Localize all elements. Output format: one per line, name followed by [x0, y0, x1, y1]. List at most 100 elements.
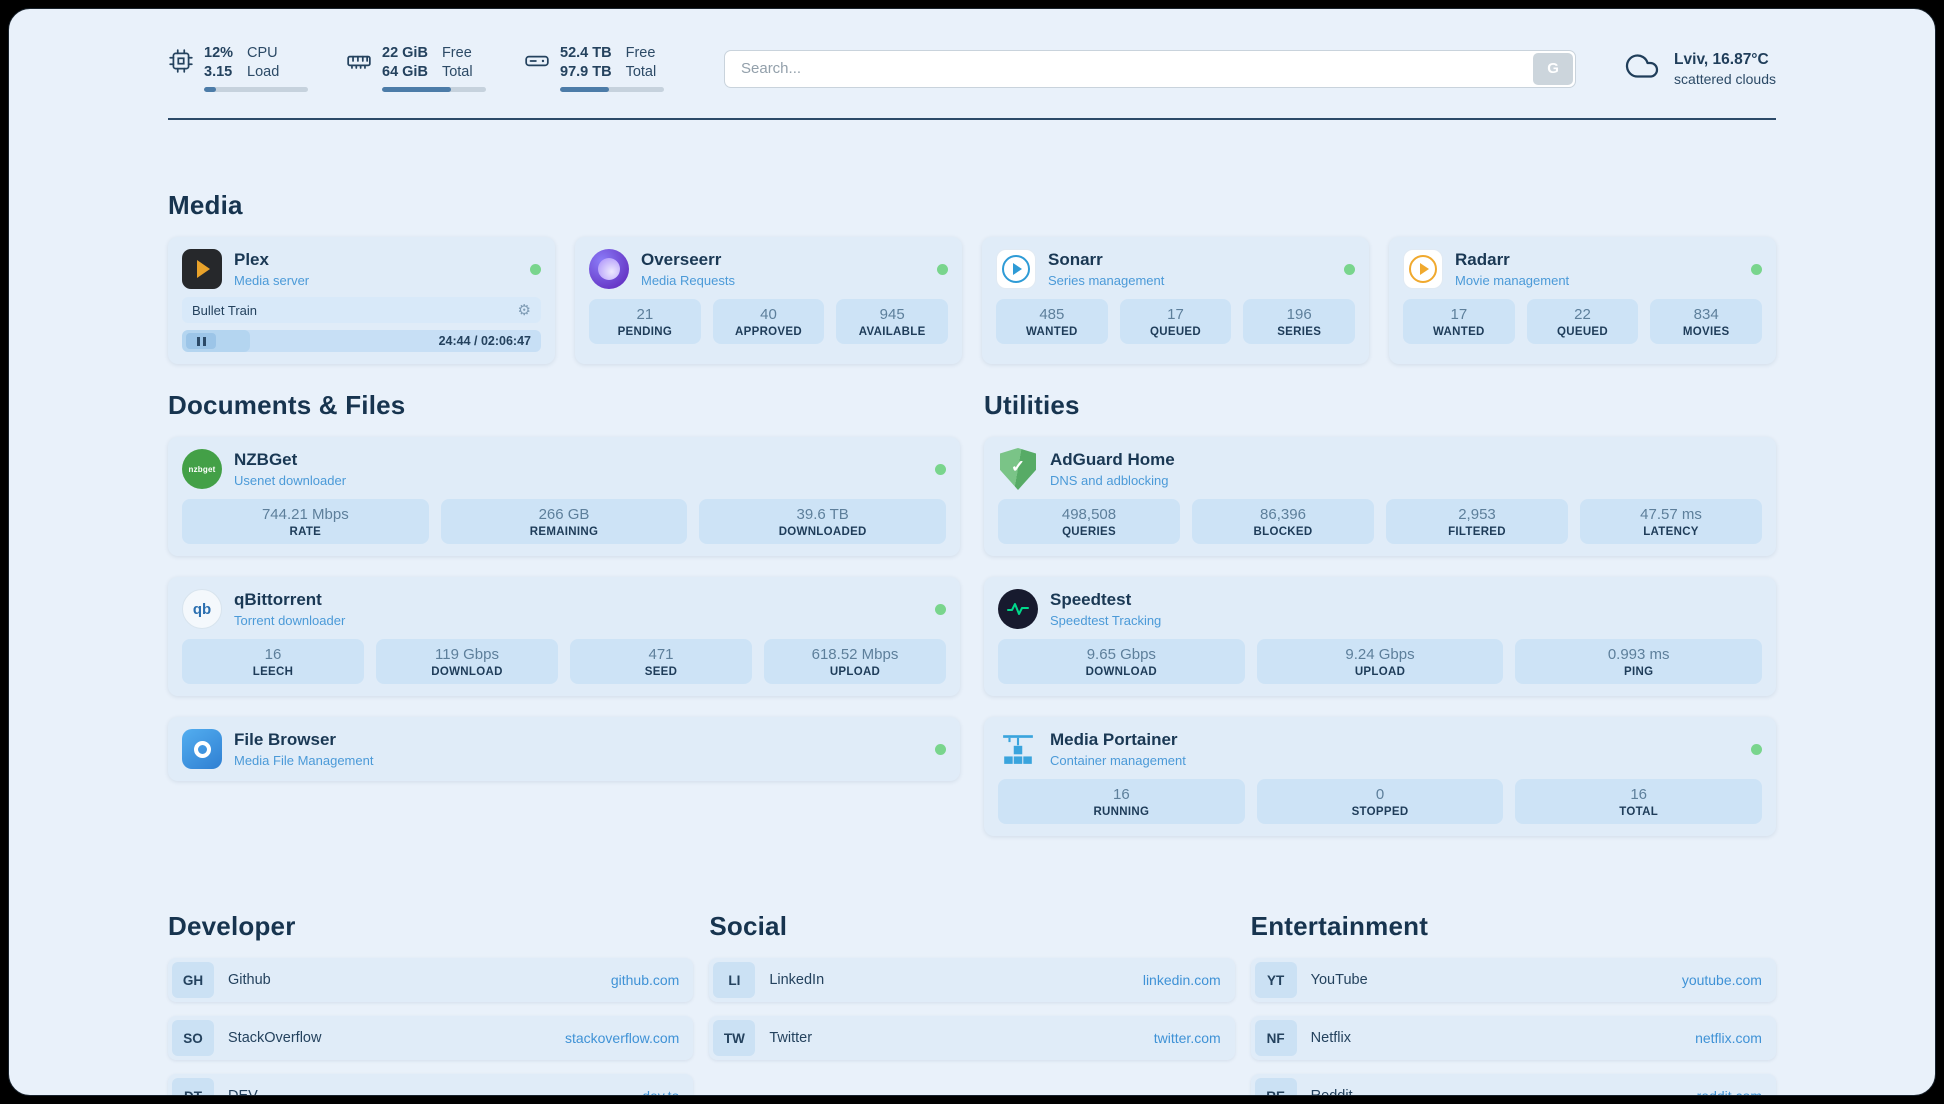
app-card-overseerr[interactable]: Overseerr Media Requests 21 PENDING 40 A… — [575, 237, 962, 364]
bookmark-netflix[interactable]: NF Netflix netflix.com — [1250, 1016, 1776, 1060]
qbittorrent-icon: qb — [182, 589, 222, 629]
bookmark-linkedin[interactable]: LI LinkedIn linkedin.com — [709, 958, 1235, 1002]
section-media: Media Plex Media server Bullet Train — [168, 190, 1776, 364]
bookmark-twitter[interactable]: TW Twitter twitter.com — [709, 1016, 1235, 1060]
app-card-plex[interactable]: Plex Media server Bullet Train ⚙ 24:44 /… — [168, 237, 555, 364]
overseerr-icon — [589, 249, 629, 289]
app-card-speedtest[interactable]: Speedtest Speedtest Tracking 9.65 Gbps D… — [984, 577, 1776, 696]
topbar: 12% 3.15 CPU Load — [168, 9, 1776, 92]
app-subtitle: Series management — [1048, 273, 1165, 288]
sonarr-icon — [996, 249, 1036, 289]
section-title-media: Media — [168, 190, 243, 220]
app-card-adguard[interactable]: ✓ AdGuard Home DNS and adblocking 498,50… — [984, 437, 1776, 556]
app-subtitle: Usenet downloader — [234, 473, 347, 488]
search-bar: G — [724, 49, 1577, 88]
stat-label: DOWNLOAD — [431, 666, 503, 678]
stat-label: SERIES — [1277, 326, 1322, 338]
stat-tile-pending: 21 PENDING — [589, 299, 701, 344]
ram-metric: 22 GiB 64 GiB Free Total — [346, 45, 486, 92]
cpu-icon — [168, 48, 194, 79]
stat-tile-queued: 17 QUEUED — [1119, 299, 1232, 344]
bookmark-name: Github — [228, 972, 271, 988]
status-dot-qbittorrent — [935, 603, 946, 615]
system-metrics: 12% 3.15 CPU Load — [168, 45, 664, 92]
stat-label: PING — [1624, 666, 1654, 678]
stat-value: 21 — [636, 306, 654, 323]
ram-label-top: Free — [441, 45, 472, 61]
weather-condition: scattered clouds — [1674, 70, 1776, 87]
youtube-icon: YT — [1254, 962, 1297, 998]
stat-value: 40 — [760, 306, 777, 323]
reddit-icon: RE — [1254, 1078, 1297, 1095]
stat-value: 16 — [1112, 786, 1130, 803]
pause-icon[interactable] — [186, 333, 216, 349]
linkedin-icon: LI — [713, 962, 756, 998]
gear-icon[interactable]: ⚙ — [517, 302, 531, 319]
bookmark-name: Netflix — [1310, 1030, 1351, 1046]
dashboard: 12% 3.15 CPU Load — [8, 8, 1936, 1096]
disk-label-top: Free — [625, 45, 656, 61]
app-card-portainer[interactable]: Media Portainer Container management 16 … — [984, 717, 1776, 836]
stat-value: 498,508 — [1061, 506, 1117, 523]
stat-tile-stopped: 0 STOPPED — [1256, 779, 1504, 824]
app-title: Plex — [234, 250, 269, 269]
stat-value: 744.21 Mbps — [261, 506, 349, 523]
stat-value: 16 — [1630, 786, 1648, 803]
cpu-label-bottom: Load — [247, 64, 280, 80]
stat-tile-total: 16 TOTAL — [1515, 779, 1763, 824]
status-dot-sonarr — [1344, 263, 1355, 275]
app-title: File Browser — [234, 730, 337, 749]
stat-label: REMAINING — [529, 526, 599, 538]
app-card-sonarr[interactable]: Sonarr Series management 485 WANTED 17 Q… — [982, 237, 1369, 364]
app-title: Radarr — [1455, 250, 1510, 269]
ram-icon — [346, 48, 372, 79]
app-card-filebrowser[interactable]: File Browser Media File Management — [168, 717, 960, 781]
app-card-qbittorrent[interactable]: qb qBittorrent Torrent downloader 16 LEE… — [168, 577, 960, 696]
bookmark-name: DEV — [228, 1088, 258, 1096]
bookmark-reddit[interactable]: RE Reddit reddit.com — [1250, 1074, 1776, 1095]
app-subtitle: Speedtest Tracking — [1050, 613, 1162, 628]
stat-tile-leech: 16 LEECH — [182, 639, 364, 684]
stat-value: 16 — [264, 646, 282, 663]
adguard-icon: ✓ — [998, 448, 1038, 490]
stat-tile-download: 9.65 Gbps DOWNLOAD — [998, 639, 1245, 684]
app-card-radarr[interactable]: Radarr Movie management 17 WANTED 22 QUE… — [1389, 237, 1776, 364]
stat-label: QUERIES — [1062, 526, 1116, 538]
stat-label: DOWNLOAD — [1085, 666, 1158, 678]
stat-value: 17 — [1450, 306, 1468, 323]
bookmark-dev[interactable]: DT DEV dev.to — [168, 1074, 694, 1096]
stat-label: PENDING — [617, 326, 673, 338]
stat-tile-ping: 0.993 ms PING — [1515, 639, 1763, 684]
bookmark-group-title: Developer — [168, 911, 296, 941]
app-subtitle: DNS and adblocking — [1050, 473, 1169, 488]
stat-tile-filtered: 2,953 FILTERED — [1386, 499, 1568, 544]
playback-progress-bar[interactable]: 24:44 / 02:06:47 — [182, 330, 541, 352]
disk-icon — [524, 48, 550, 79]
bookmark-github[interactable]: GH Github github.com — [168, 958, 694, 1002]
stat-label: WANTED — [1026, 326, 1078, 338]
cpu-metric: 12% 3.15 CPU Load — [168, 45, 308, 92]
stat-label: MOVIES — [1682, 326, 1730, 338]
app-card-nzbget[interactable]: nzbget NZBGet Usenet downloader 744.21 M… — [168, 437, 960, 556]
search-input[interactable] — [725, 50, 1532, 87]
radarr-icon — [1403, 249, 1443, 289]
speedtest-icon — [998, 589, 1038, 629]
stat-value: 86,396 — [1260, 506, 1306, 523]
search-engine-button[interactable]: G — [1533, 52, 1574, 85]
bookmark-stackoverflow[interactable]: SO StackOverflow stackoverflow.com — [168, 1016, 694, 1060]
stat-tile-latency: 47.57 ms LATENCY — [1580, 499, 1762, 544]
stat-value: 196 — [1286, 306, 1312, 323]
cpu-percent: 12% — [204, 45, 234, 61]
bookmark-youtube[interactable]: YT YouTube youtube.com — [1250, 958, 1776, 1002]
stat-tile-queued: 22 QUEUED — [1526, 299, 1639, 344]
stat-tile-wanted: 17 WANTED — [1403, 299, 1515, 344]
cpu-label-top: CPU — [247, 45, 278, 61]
stat-label: LEECH — [252, 666, 294, 678]
ram-free-value: 22 GiB — [382, 45, 428, 61]
weather-location: Lviv, 16.87°C — [1674, 50, 1769, 68]
bookmark-url: twitter.com — [1153, 1030, 1221, 1046]
status-dot-radarr — [1751, 263, 1762, 275]
status-dot-nzbget — [935, 463, 946, 475]
stat-value: 119 Gbps — [435, 646, 499, 663]
section-title-utilities: Utilities — [984, 390, 1080, 420]
